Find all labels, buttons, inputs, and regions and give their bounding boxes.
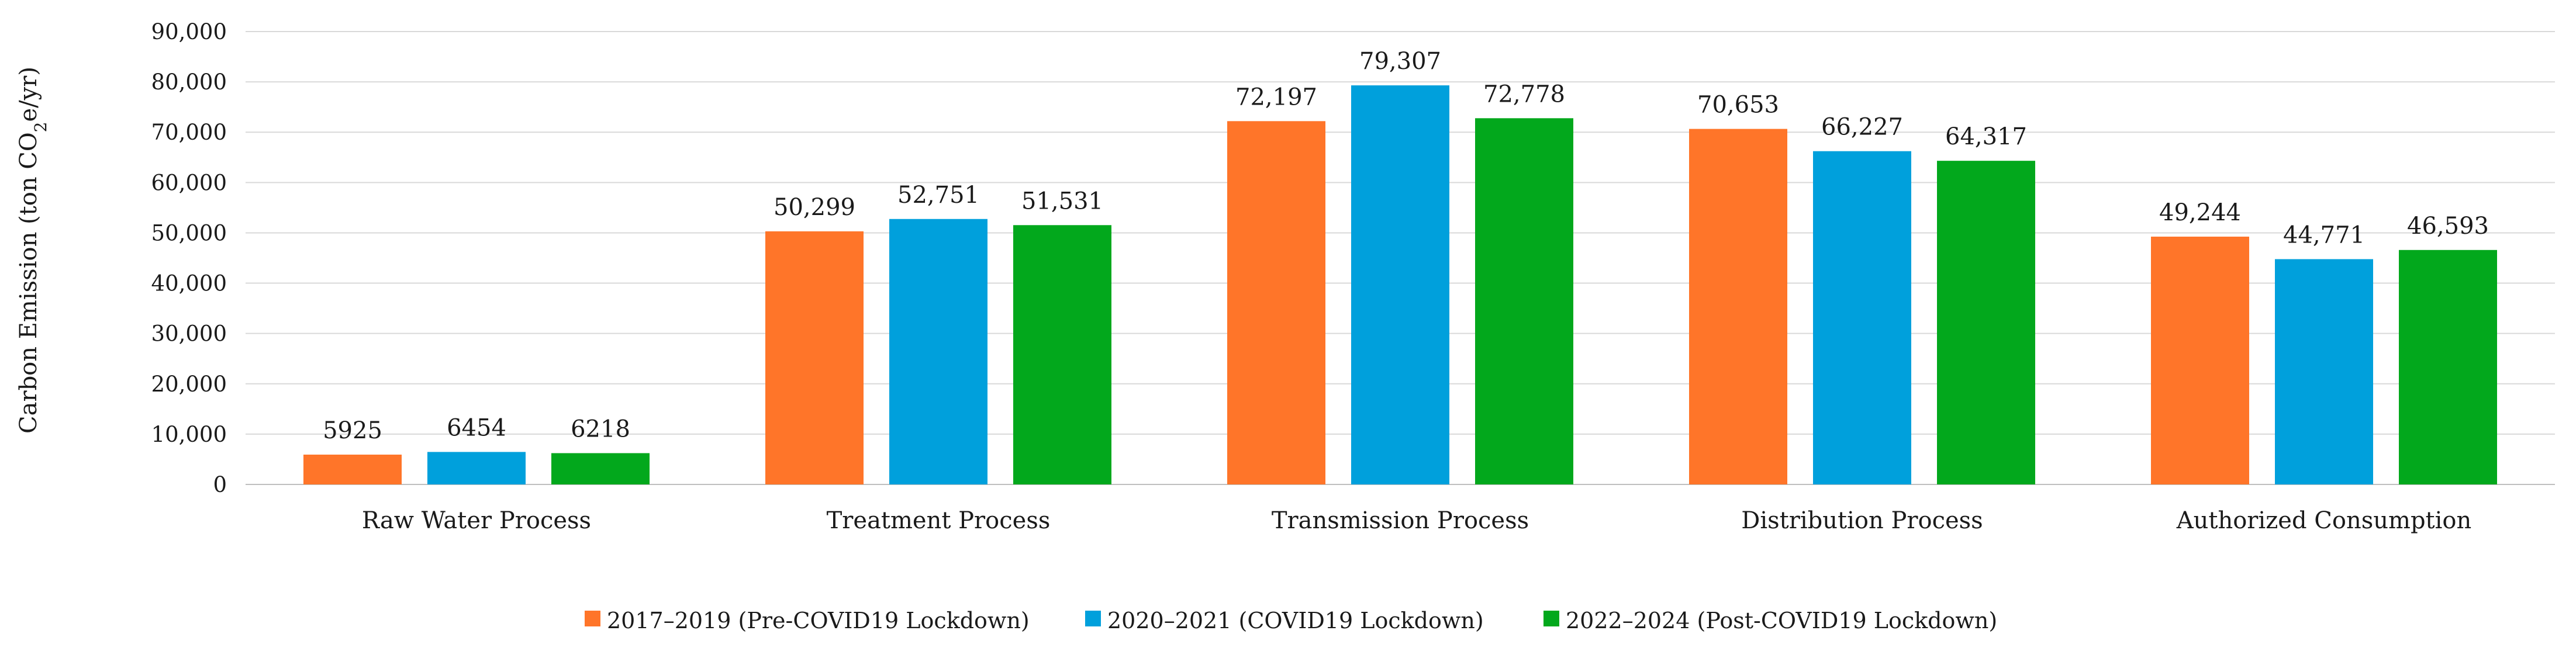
bar (1013, 225, 1111, 484)
data-label: 64,317 (1945, 123, 2027, 150)
bar (551, 453, 650, 484)
bar (1813, 151, 1911, 485)
y-tick-label: 20,000 (151, 372, 227, 397)
bar (1689, 129, 1787, 484)
legend-label: 2022–2024 (Post-COVID19 Lockdown) (1566, 608, 1997, 633)
x-category-label: Treatment Process (827, 507, 1051, 534)
bar (1351, 85, 1449, 484)
y-tick-label: 90,000 (151, 19, 227, 44)
data-label: 46,593 (2407, 213, 2489, 240)
bar (1227, 121, 1325, 485)
data-label: 52,751 (897, 182, 979, 209)
x-category-label: Raw Water Process (362, 507, 591, 534)
data-label: 51,531 (1021, 188, 1103, 214)
y-tick-label: 40,000 (151, 271, 227, 296)
legend-label: 2017–2019 (Pre-COVID19 Lockdown) (607, 608, 1030, 633)
bar (1937, 161, 2035, 484)
data-label: 5925 (323, 417, 382, 444)
legend-swatch (1543, 611, 1559, 626)
data-label: 44,771 (2283, 221, 2365, 248)
data-label: 6454 (447, 414, 506, 441)
y-tick-label: 60,000 (151, 170, 227, 195)
x-axis-categories: Raw Water Process Treatment Process Transm… (362, 507, 2471, 534)
bar (303, 454, 402, 484)
legend-swatch (1085, 611, 1101, 626)
y-tick-label: 30,000 (151, 321, 227, 347)
legend: 2017–2019 (Pre-COVID19 Lockdown) 2020–202… (585, 608, 1997, 633)
data-label: 72,197 (1235, 84, 1317, 110)
legend-swatch (585, 611, 600, 626)
data-label: 50,299 (774, 194, 855, 221)
data-label: 79,307 (1359, 48, 1441, 75)
y-tick-label: 70,000 (151, 120, 227, 145)
data-labels: 5925 6454 6218 50,299 52,751 51,531 72,197 79,3… (323, 48, 2489, 444)
data-label: 70,653 (1697, 92, 1779, 119)
x-category-label: Authorized Consumption (2176, 507, 2472, 534)
data-label: 72,778 (1483, 81, 1565, 108)
bar (2151, 236, 2249, 484)
bar (889, 219, 987, 484)
data-label: 49,244 (2159, 199, 2241, 226)
legend-label: 2020–2021 (COVID19 Lockdown) (1107, 608, 1484, 633)
bars (303, 85, 2497, 485)
y-tick-label: 10,000 (151, 422, 227, 447)
data-label: 6218 (571, 415, 630, 442)
bar (1475, 118, 1573, 485)
x-category-label: Distribution Process (1741, 507, 1983, 534)
bar (765, 231, 864, 484)
bar (2399, 250, 2497, 484)
y-tick-label: 50,000 (151, 220, 227, 245)
bar (427, 452, 526, 484)
y-tick-label: 0 (213, 472, 227, 497)
x-category-label: Transmission Process (1272, 507, 1529, 534)
y-axis-ticks: 0 10,000 20,000 30,000 40,000 50,000 60,000 70,… (151, 19, 227, 497)
y-tick-label: 80,000 (151, 70, 227, 95)
data-label: 66,227 (1821, 114, 1903, 141)
y-axis-title: Carbon Emission (ton CO2e/yr) (15, 67, 50, 434)
bar (2275, 259, 2373, 484)
